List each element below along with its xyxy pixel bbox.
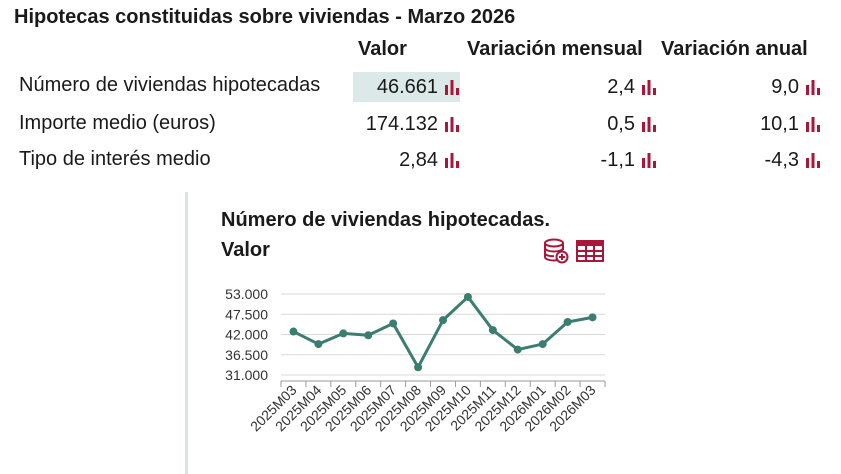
page-title: Hipotecas constituidas sobre viviendas -… bbox=[14, 6, 516, 28]
value-text: -1,1 bbox=[600, 148, 635, 171]
value-text: 0,5 bbox=[607, 112, 635, 135]
cell-mensual-importe[interactable]: 0,5 bbox=[560, 109, 657, 139]
cell-anual-interes[interactable]: -4,3 bbox=[720, 145, 821, 175]
table-icon[interactable] bbox=[576, 240, 604, 262]
column-header-valor: Valor bbox=[358, 38, 407, 60]
bar-chart-icon[interactable] bbox=[444, 79, 460, 95]
chart-title: Número de viviendas hipotecadas. Valor bbox=[221, 205, 601, 265]
bar-chart-icon[interactable] bbox=[805, 116, 821, 132]
cell-mensual-interes[interactable]: -1,1 bbox=[560, 145, 657, 175]
cell-anual-viviendas[interactable]: 9,0 bbox=[720, 72, 821, 102]
database-add-icon[interactable] bbox=[543, 238, 569, 264]
bar-chart-icon[interactable] bbox=[641, 79, 657, 95]
row-label-interes: Tipo de interés medio bbox=[19, 148, 211, 170]
bar-chart-icon[interactable] bbox=[641, 152, 657, 168]
column-header-variacion-mensual: Variación mensual bbox=[467, 38, 643, 60]
bar-chart-icon[interactable] bbox=[641, 116, 657, 132]
chart-title-line2: Valor bbox=[221, 239, 270, 261]
value-text: 10,1 bbox=[760, 112, 799, 135]
cell-mensual-viviendas[interactable]: 2,4 bbox=[560, 72, 657, 102]
value-text: 2,84 bbox=[399, 148, 438, 171]
chart-panel bbox=[185, 192, 628, 474]
column-header-variacion-anual: Variación anual bbox=[661, 38, 808, 60]
bar-chart-icon[interactable] bbox=[805, 152, 821, 168]
value-text: -4,3 bbox=[764, 148, 799, 171]
bar-chart-icon[interactable] bbox=[805, 79, 821, 95]
cell-valor-viviendas[interactable]: 46.661 bbox=[353, 72, 460, 102]
row-label-viviendas: Número de viviendas hipotecadas bbox=[19, 74, 321, 96]
value-text: 46.661 bbox=[376, 75, 438, 98]
value-text: 174.132 bbox=[365, 112, 438, 135]
value-text: 2,4 bbox=[607, 75, 635, 98]
bar-chart-icon[interactable] bbox=[444, 152, 460, 168]
value-text: 9,0 bbox=[771, 75, 799, 98]
cell-valor-importe[interactable]: 174.132 bbox=[353, 109, 460, 139]
cell-valor-interes[interactable]: 2,84 bbox=[353, 145, 460, 175]
chart-title-line1: Número de viviendas hipotecadas. bbox=[221, 209, 550, 231]
cell-anual-importe[interactable]: 10,1 bbox=[720, 109, 821, 139]
bar-chart-icon[interactable] bbox=[444, 116, 460, 132]
row-label-importe: Importe medio (euros) bbox=[19, 112, 216, 134]
